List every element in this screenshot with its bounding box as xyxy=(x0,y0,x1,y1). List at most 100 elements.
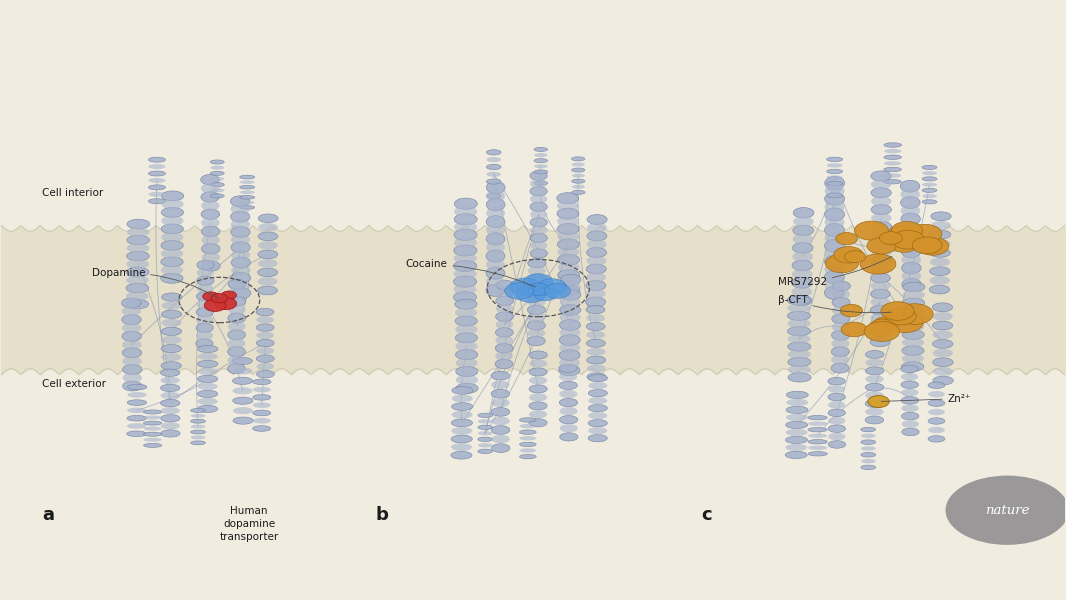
Ellipse shape xyxy=(558,216,579,227)
Ellipse shape xyxy=(126,283,149,293)
Ellipse shape xyxy=(534,148,548,151)
Ellipse shape xyxy=(529,410,547,418)
Ellipse shape xyxy=(922,171,937,175)
Ellipse shape xyxy=(530,179,547,188)
Ellipse shape xyxy=(191,441,206,445)
Ellipse shape xyxy=(558,285,580,296)
Ellipse shape xyxy=(933,303,953,311)
Ellipse shape xyxy=(871,230,891,240)
Ellipse shape xyxy=(486,250,505,262)
Ellipse shape xyxy=(478,431,492,436)
Ellipse shape xyxy=(922,194,937,198)
Ellipse shape xyxy=(922,200,937,204)
Ellipse shape xyxy=(144,410,162,414)
Ellipse shape xyxy=(452,386,473,394)
Text: Cocaine: Cocaine xyxy=(406,259,536,287)
Circle shape xyxy=(860,254,895,274)
Ellipse shape xyxy=(931,212,951,221)
Ellipse shape xyxy=(128,384,147,390)
Ellipse shape xyxy=(901,373,918,380)
Ellipse shape xyxy=(556,193,579,204)
Ellipse shape xyxy=(933,312,953,321)
Ellipse shape xyxy=(453,292,477,303)
Ellipse shape xyxy=(831,338,850,349)
Ellipse shape xyxy=(828,440,845,448)
Ellipse shape xyxy=(831,363,850,373)
Ellipse shape xyxy=(253,418,271,424)
Circle shape xyxy=(870,324,892,337)
Ellipse shape xyxy=(230,196,249,207)
Ellipse shape xyxy=(197,268,214,278)
Ellipse shape xyxy=(161,199,183,209)
Ellipse shape xyxy=(922,182,937,187)
Ellipse shape xyxy=(519,424,536,428)
Ellipse shape xyxy=(808,415,827,420)
Ellipse shape xyxy=(586,314,605,322)
Ellipse shape xyxy=(831,347,850,356)
Ellipse shape xyxy=(931,230,951,239)
Ellipse shape xyxy=(824,247,844,260)
Ellipse shape xyxy=(233,417,254,424)
Circle shape xyxy=(891,221,923,239)
Ellipse shape xyxy=(866,359,884,367)
Ellipse shape xyxy=(122,298,141,308)
Ellipse shape xyxy=(127,392,147,398)
Ellipse shape xyxy=(144,427,162,431)
Ellipse shape xyxy=(871,188,891,198)
Ellipse shape xyxy=(486,190,505,202)
Ellipse shape xyxy=(530,241,547,250)
Ellipse shape xyxy=(455,341,478,351)
Ellipse shape xyxy=(256,324,274,331)
Ellipse shape xyxy=(191,414,206,418)
Ellipse shape xyxy=(161,430,180,437)
Ellipse shape xyxy=(231,234,251,245)
Ellipse shape xyxy=(824,271,844,284)
Ellipse shape xyxy=(127,243,149,253)
Ellipse shape xyxy=(871,265,890,275)
Ellipse shape xyxy=(587,231,607,241)
Ellipse shape xyxy=(922,166,937,169)
Ellipse shape xyxy=(903,282,925,292)
Circle shape xyxy=(825,254,858,273)
Ellipse shape xyxy=(519,454,536,459)
Ellipse shape xyxy=(884,149,902,154)
Ellipse shape xyxy=(530,194,547,203)
Circle shape xyxy=(874,316,900,331)
Ellipse shape xyxy=(871,257,890,267)
Ellipse shape xyxy=(454,229,478,241)
Ellipse shape xyxy=(902,262,921,274)
Ellipse shape xyxy=(127,227,149,237)
Ellipse shape xyxy=(560,312,581,323)
Ellipse shape xyxy=(161,310,181,319)
Ellipse shape xyxy=(866,400,884,407)
Ellipse shape xyxy=(201,226,220,236)
Ellipse shape xyxy=(585,297,605,307)
Ellipse shape xyxy=(933,376,953,385)
Ellipse shape xyxy=(558,269,580,281)
Ellipse shape xyxy=(529,394,547,401)
Ellipse shape xyxy=(162,293,182,301)
Ellipse shape xyxy=(123,348,142,358)
Ellipse shape xyxy=(534,153,548,157)
Ellipse shape xyxy=(486,267,505,280)
Ellipse shape xyxy=(191,430,206,434)
Ellipse shape xyxy=(161,208,183,217)
Ellipse shape xyxy=(871,205,891,215)
Ellipse shape xyxy=(808,440,827,444)
Ellipse shape xyxy=(861,434,875,438)
Ellipse shape xyxy=(197,260,214,270)
Ellipse shape xyxy=(201,261,221,271)
Ellipse shape xyxy=(933,358,953,367)
Ellipse shape xyxy=(496,312,514,322)
Circle shape xyxy=(889,226,915,240)
Ellipse shape xyxy=(571,179,585,183)
Ellipse shape xyxy=(123,340,142,350)
Circle shape xyxy=(887,312,923,332)
Ellipse shape xyxy=(866,367,884,375)
Ellipse shape xyxy=(197,398,217,405)
Ellipse shape xyxy=(161,224,183,234)
Ellipse shape xyxy=(191,409,206,412)
Ellipse shape xyxy=(253,426,271,431)
Ellipse shape xyxy=(871,247,892,257)
Circle shape xyxy=(890,236,919,252)
